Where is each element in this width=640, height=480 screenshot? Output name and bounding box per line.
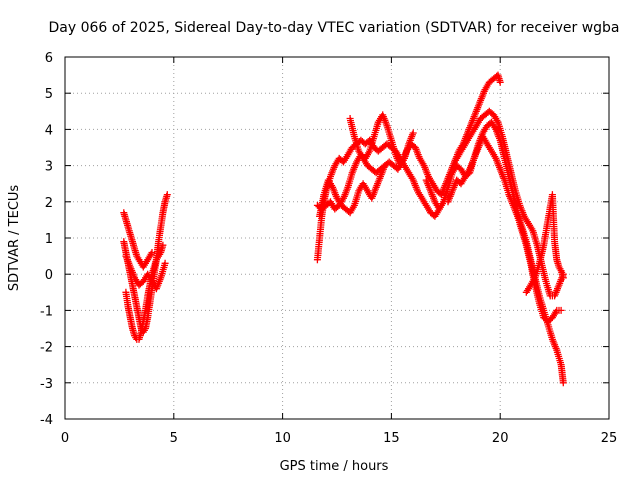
x-tick-label: 10	[274, 431, 291, 446]
y-tick-label: -2	[40, 341, 53, 356]
series-markers	[120, 209, 156, 271]
y-tick-label: 3	[45, 160, 53, 175]
series-arc-a	[120, 209, 156, 271]
y-tick-label: 6	[45, 51, 53, 66]
series-markers	[522, 191, 567, 296]
y-tick-label: 5	[45, 87, 53, 102]
series-arc-d	[122, 252, 169, 293]
series-markers	[316, 162, 389, 220]
y-tick-label: -3	[40, 377, 53, 392]
y-tick-label: 0	[45, 268, 53, 283]
chart-title: Day 066 of 2025, Sidereal Day-to-day VTE…	[48, 20, 619, 36]
data-series	[120, 71, 567, 387]
x-tick-label: 20	[492, 431, 509, 446]
y-tick-label: -4	[40, 413, 53, 428]
x-tick-label: 25	[601, 431, 618, 446]
y-axis-label: SDTVAR / TECUs	[7, 185, 22, 292]
y-tick-label: -1	[40, 304, 53, 319]
x-tick-label: 15	[383, 431, 400, 446]
series-arc-l	[522, 191, 567, 296]
y-tick-label: 2	[45, 196, 53, 211]
series-arc-g	[316, 162, 389, 220]
y-tick-label: 4	[45, 123, 53, 138]
axis-ticks	[64, 56, 610, 420]
x-axis-label: GPS time / hours	[280, 459, 389, 474]
axis-tick-labels: 0 5 10 15 20 25 -4 -3 -2 -1 0 1 2 3 4 5 6	[40, 51, 617, 446]
x-tick-label: 0	[61, 431, 69, 446]
series-arc-e	[313, 136, 443, 264]
series-markers	[122, 252, 169, 293]
y-tick-label: 1	[45, 232, 53, 247]
x-tick-label: 5	[170, 431, 178, 446]
series-markers	[313, 136, 443, 264]
